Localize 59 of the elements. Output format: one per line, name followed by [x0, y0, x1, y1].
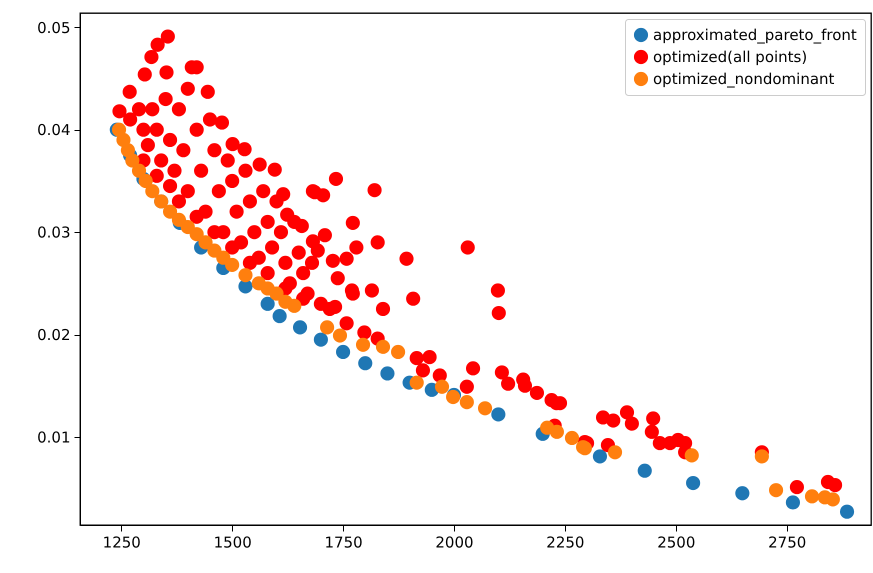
point [478, 401, 492, 416]
y-tick-label: 0.01 [37, 428, 70, 446]
y-tick-label: 0.04 [37, 121, 70, 140]
point [460, 395, 474, 410]
point [332, 328, 348, 343]
point [840, 504, 854, 519]
point [804, 489, 820, 504]
point [314, 332, 328, 347]
x-tick-label: 1250 [102, 534, 141, 552]
x-tick-label: 1500 [214, 534, 252, 552]
point [269, 286, 284, 301]
point [320, 320, 334, 334]
point [608, 445, 622, 460]
x-tick-label: 1750 [324, 534, 363, 552]
legend-label: approximated_pareto_front [653, 26, 857, 44]
point [125, 153, 140, 168]
point [380, 366, 395, 381]
point [207, 244, 222, 258]
legend-label: optimized(all points) [653, 48, 808, 66]
point [132, 164, 146, 178]
point [376, 340, 390, 354]
point [225, 258, 240, 272]
y-tick-label: 0.02 [37, 326, 70, 344]
point [684, 448, 699, 462]
point [768, 483, 784, 498]
point [564, 430, 580, 446]
point [638, 464, 652, 478]
point [550, 424, 564, 439]
point [238, 268, 253, 282]
y-tick-label: 0.03 [37, 224, 70, 242]
point [260, 296, 275, 311]
point [162, 204, 178, 219]
legend-label: optimized_nondominant [653, 70, 835, 88]
x-tick-label: 2500 [657, 534, 696, 552]
point [336, 344, 350, 359]
point [198, 235, 213, 250]
point [686, 476, 700, 490]
point [287, 298, 302, 313]
point [826, 492, 840, 506]
point [735, 486, 750, 500]
point [410, 376, 424, 390]
point [358, 356, 372, 370]
point [754, 449, 769, 464]
point [272, 309, 287, 324]
point [592, 449, 608, 464]
point [491, 407, 506, 422]
point [145, 184, 160, 198]
point [786, 495, 800, 510]
point [292, 320, 308, 334]
y-tick-label: 0.05 [37, 18, 70, 37]
point [138, 174, 153, 188]
point [190, 227, 204, 242]
point [172, 212, 186, 227]
point [391, 344, 406, 359]
point [434, 380, 450, 394]
x-tick-label: 2250 [546, 534, 584, 552]
x-tick-label: 2000 [435, 534, 474, 552]
point [356, 338, 370, 352]
x-tick-label: 2750 [768, 534, 806, 552]
